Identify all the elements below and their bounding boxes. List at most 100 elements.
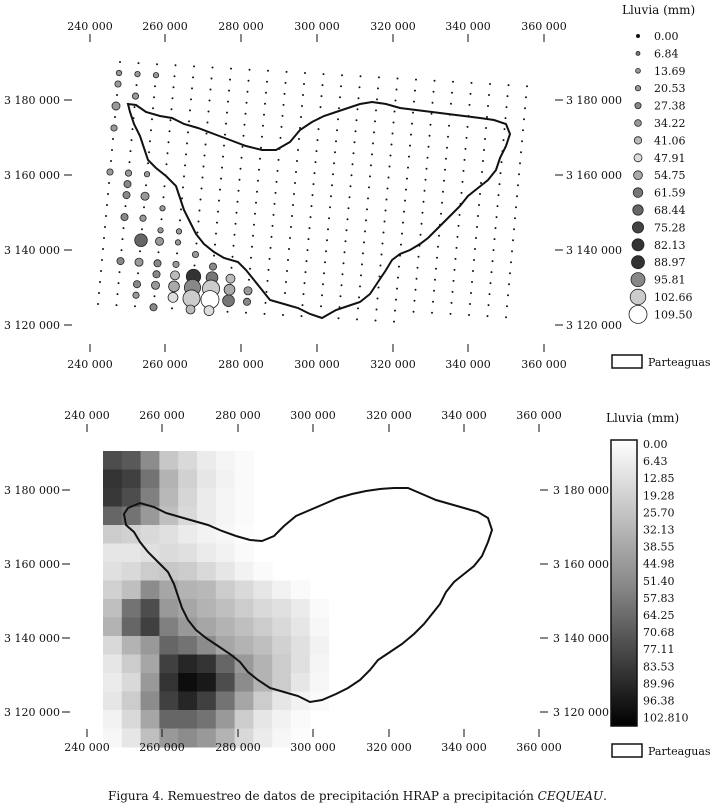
rain-point xyxy=(287,259,289,261)
rain-point xyxy=(157,251,160,254)
rain-point xyxy=(519,162,521,165)
rain-point xyxy=(311,194,314,197)
legend-value: 51.40 xyxy=(643,575,675,588)
rain-point xyxy=(190,98,192,101)
rain-point xyxy=(137,272,139,275)
rain-point xyxy=(400,243,402,246)
rain-point xyxy=(191,250,200,259)
rain-point xyxy=(375,308,378,311)
raster-cell xyxy=(309,617,330,637)
rain-point xyxy=(151,280,160,290)
rain-point xyxy=(343,251,346,254)
legend-value: 19.28 xyxy=(643,489,675,502)
rain-point xyxy=(259,157,261,160)
raster-cell xyxy=(272,673,292,692)
rain-point xyxy=(249,267,251,270)
raster-cell xyxy=(103,525,123,544)
x-tick-label: 320 000 xyxy=(370,20,416,33)
rain-point xyxy=(341,273,344,276)
rain-point xyxy=(137,62,140,65)
rain-point xyxy=(476,226,478,228)
rain-point xyxy=(497,194,500,197)
rain-point xyxy=(398,265,400,268)
rain-point xyxy=(302,94,304,96)
raster-cell xyxy=(197,673,217,692)
rain-point xyxy=(320,95,323,98)
boundary-legend-swatch xyxy=(611,743,643,758)
rain-point xyxy=(226,310,229,313)
rain-point xyxy=(252,234,254,237)
rain-point xyxy=(410,133,412,136)
rain-point xyxy=(149,140,151,143)
rain-point xyxy=(191,87,193,90)
rain-point xyxy=(258,168,260,171)
rain-point xyxy=(141,228,143,231)
rain-point xyxy=(340,85,342,88)
raster-cell xyxy=(140,506,160,526)
bottom-map: 240 000 260 000 280 000 300 000 320 000 340 0… xyxy=(4,409,609,754)
raster-cell xyxy=(234,691,254,711)
rain-point xyxy=(378,76,380,79)
rain-point xyxy=(367,197,369,200)
rain-point xyxy=(151,118,153,121)
raster-cell xyxy=(197,469,217,489)
rain-point xyxy=(225,122,227,125)
legend-symbol xyxy=(630,272,646,288)
rain-point xyxy=(274,191,277,194)
raster-cell xyxy=(121,636,142,655)
rain-point xyxy=(172,86,175,89)
rain-point xyxy=(301,105,303,107)
rain-point xyxy=(372,142,374,145)
rain-point xyxy=(117,282,120,285)
x-tick-label: 260 000 xyxy=(142,20,188,33)
rain-point xyxy=(264,301,267,304)
raster-cell xyxy=(234,562,254,581)
y-tick-label: 3 140 000 xyxy=(553,632,609,645)
rain-point xyxy=(247,79,250,82)
rain-point xyxy=(297,149,299,151)
rain-point xyxy=(121,238,124,241)
raster-cell xyxy=(121,488,142,507)
rain-point xyxy=(246,90,249,93)
rain-point xyxy=(296,160,298,162)
rain-point xyxy=(450,301,453,304)
rain-point xyxy=(215,232,217,235)
rain-point xyxy=(496,205,499,208)
raster-cell xyxy=(253,580,273,600)
rain-point xyxy=(379,264,382,267)
raster-cell xyxy=(159,728,179,748)
rain-point xyxy=(139,214,147,222)
rain-point xyxy=(285,70,288,73)
rain-point xyxy=(116,257,125,266)
rain-point xyxy=(248,278,250,281)
rain-point xyxy=(485,127,487,129)
rain-point xyxy=(224,133,226,136)
rain-point xyxy=(450,102,452,105)
raster-cell xyxy=(234,580,254,600)
rain-point xyxy=(391,132,394,135)
rain-point xyxy=(256,190,258,193)
raster-cell xyxy=(121,710,142,729)
raster-cell xyxy=(121,654,142,674)
raster-cell xyxy=(121,728,142,748)
rain-point xyxy=(487,105,489,107)
rain-point xyxy=(466,125,469,128)
x-tick-label: 320 000 xyxy=(366,409,412,422)
legend-symbol xyxy=(633,136,643,145)
rain-point xyxy=(451,91,453,94)
raster-cell xyxy=(272,728,292,748)
rain-point xyxy=(216,221,218,224)
raster-cell xyxy=(103,673,123,692)
legend-symbol xyxy=(635,51,641,56)
rain-point xyxy=(188,120,190,123)
raster-cell xyxy=(197,525,217,544)
top-legend: Lluvia (mm) 0.00 6.84 13.69 20.53 27.38 34.22 4… xyxy=(611,3,711,369)
rain-point xyxy=(203,154,206,157)
y-tick-label: 3 180 000 xyxy=(4,94,60,107)
raster-cell xyxy=(197,617,217,637)
rain-point xyxy=(132,291,140,299)
raster-cell xyxy=(197,580,217,600)
raster-cell xyxy=(140,580,160,600)
rain-point xyxy=(293,193,295,195)
rain-point xyxy=(235,211,238,214)
